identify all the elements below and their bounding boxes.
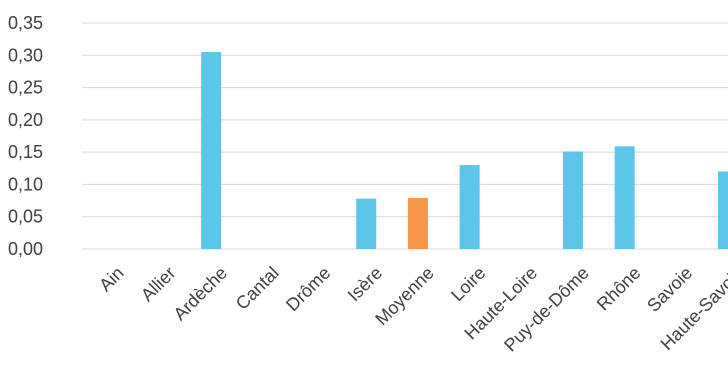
y-tick-label: 0,20 <box>8 110 43 130</box>
y-tick-label: 0,30 <box>8 45 43 65</box>
x-tick-label: Rhône <box>593 263 645 315</box>
x-tick-label: Drôme <box>282 263 334 315</box>
bar-is-re <box>356 198 377 249</box>
y-tick-label: 0,00 <box>8 239 43 259</box>
x-tick-label: Ardèche <box>170 263 232 325</box>
y-tick-label: 0,10 <box>8 174 43 194</box>
x-tick-label: Cantal <box>232 263 283 314</box>
bar-rh-ne <box>614 146 635 249</box>
bar-loire <box>459 165 480 249</box>
x-tick-label: Isère <box>344 263 386 305</box>
x-tick-label: Loire <box>447 263 489 305</box>
bar-moyenne <box>407 197 428 249</box>
x-tick-label: Ain <box>95 263 128 296</box>
y-tick-label: 0,15 <box>8 142 43 162</box>
x-tick-label: Allier <box>137 263 179 305</box>
bar-puy-de-d-me <box>562 151 583 249</box>
y-tick-label: 0,25 <box>8 78 43 98</box>
y-tick-label: 0,05 <box>8 207 43 227</box>
y-tick-label: 0,35 <box>8 13 43 33</box>
bar-ard-che <box>201 52 222 249</box>
bar-haute-savoie <box>718 171 728 249</box>
